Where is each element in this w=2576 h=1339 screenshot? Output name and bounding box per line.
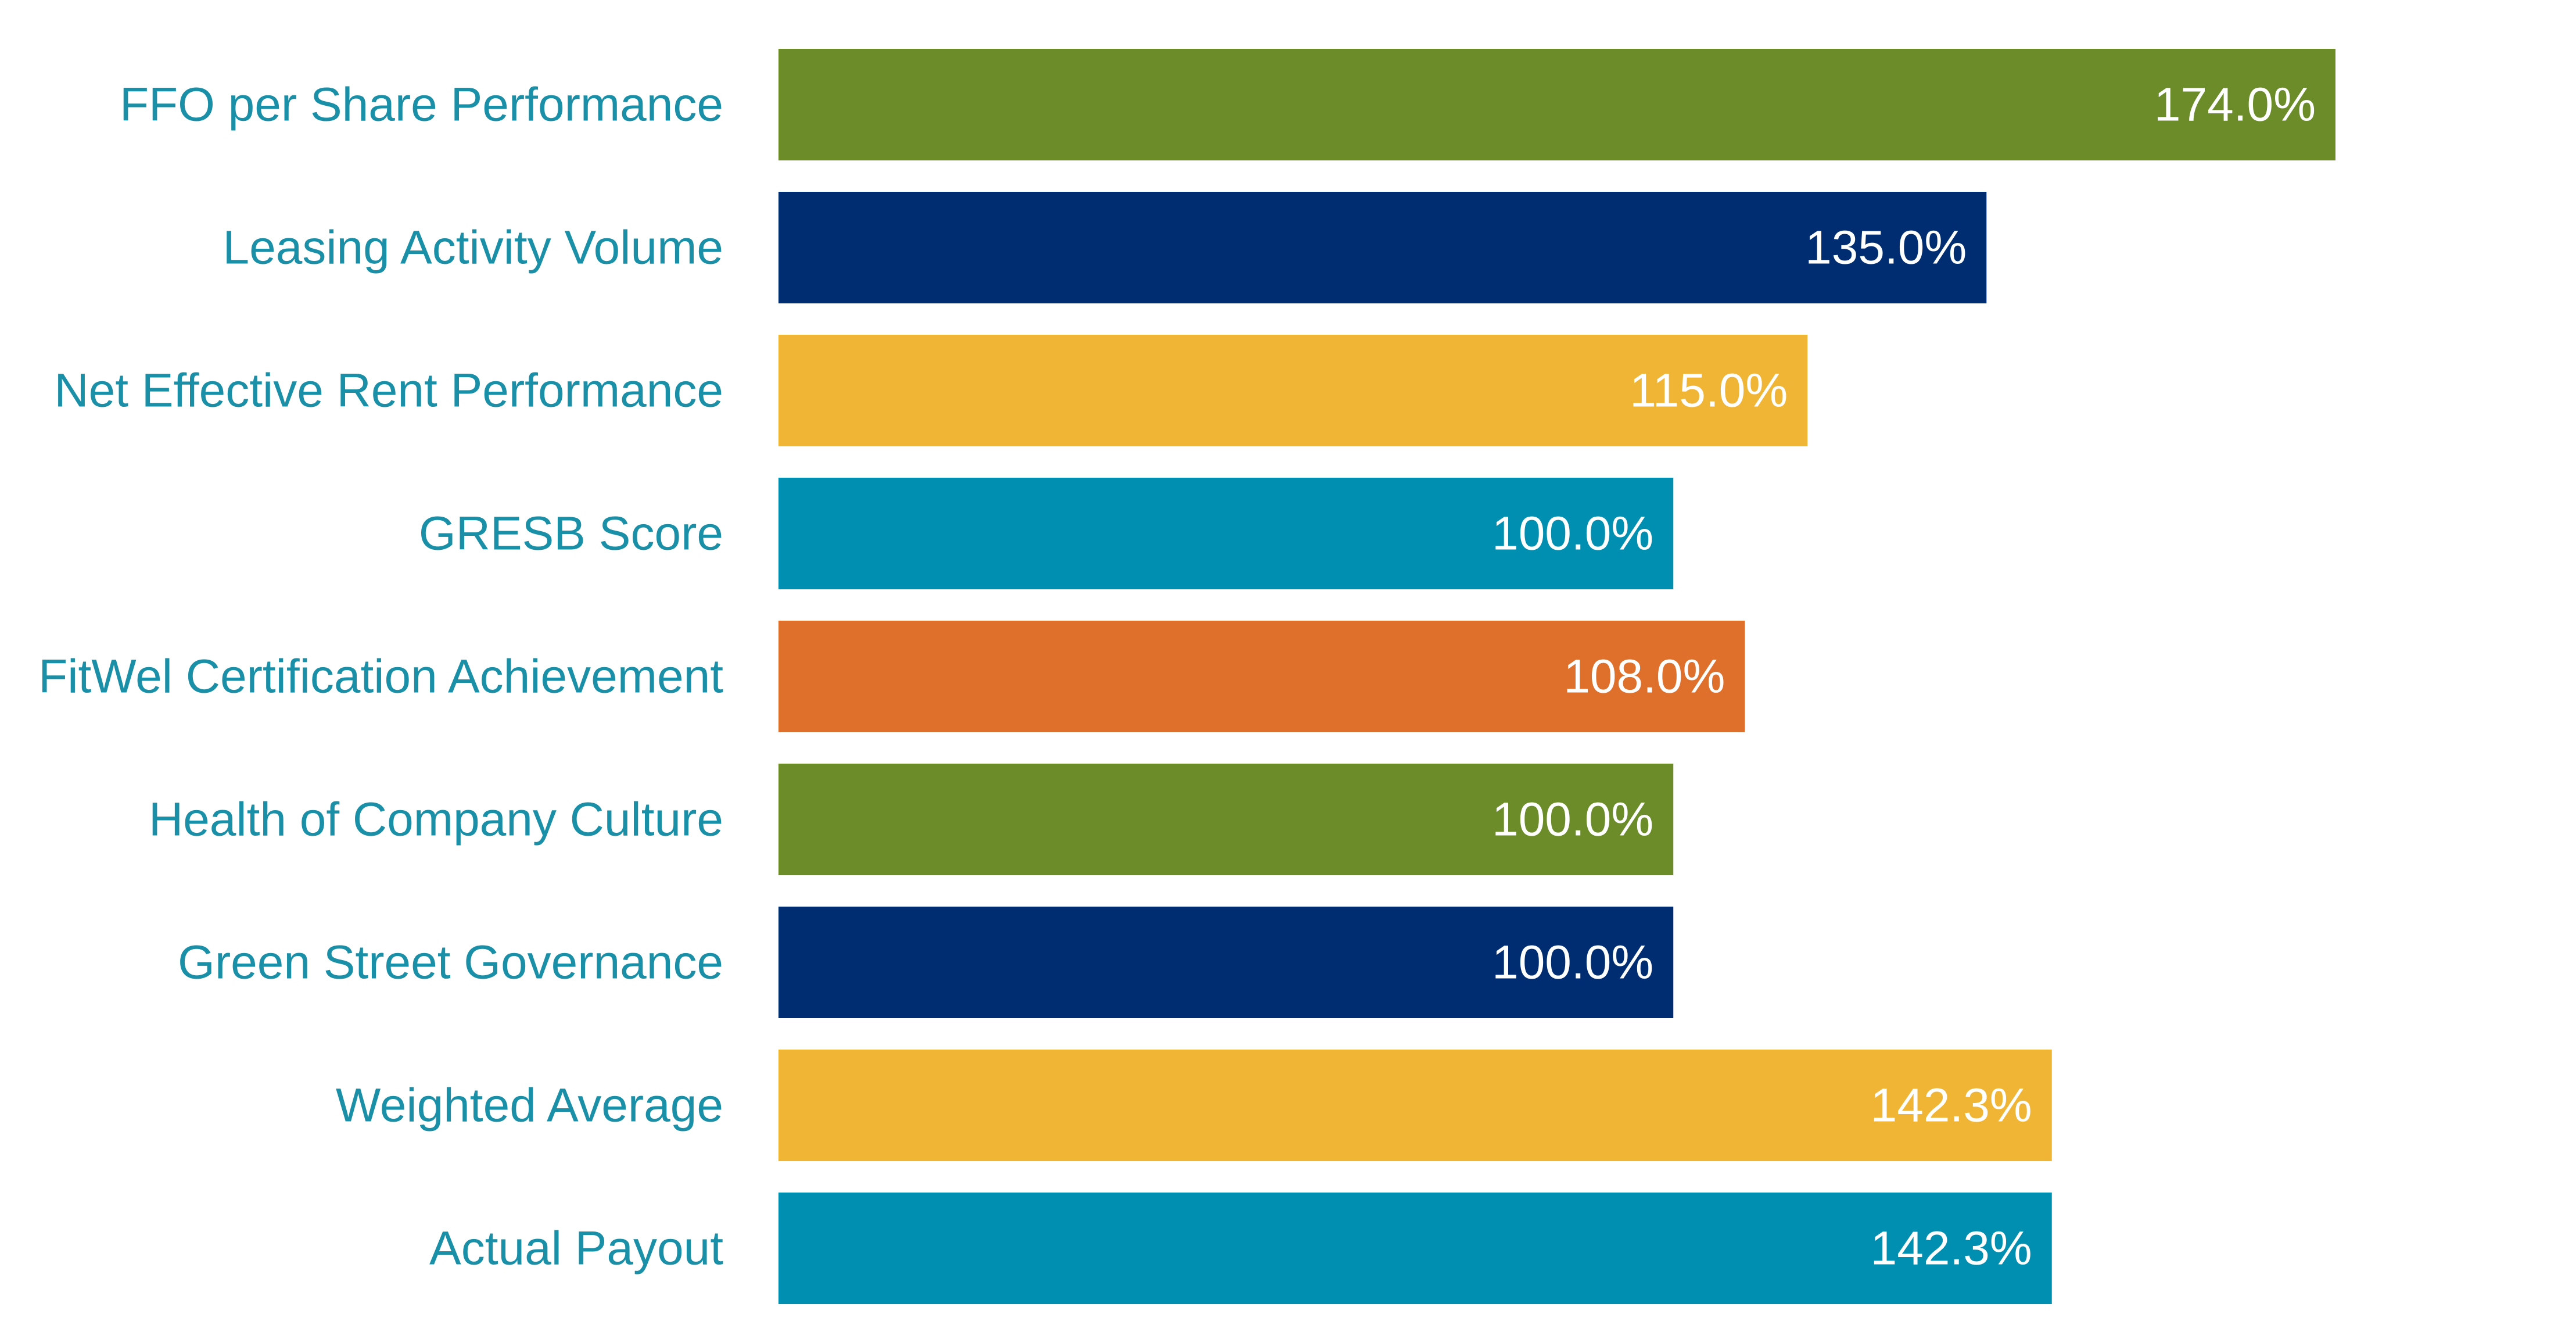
bar-leasing-activity-volume xyxy=(778,192,1987,303)
bar-gresb-score xyxy=(778,478,1674,589)
category-labels: FFO per Share Performance Leasing Activit… xyxy=(38,78,723,1275)
value-label-weighted-average: 142.3% xyxy=(1871,1079,2032,1132)
bar-fitwel-certification-achievement xyxy=(778,621,1745,732)
bar-weighted-average xyxy=(778,1050,2052,1161)
category-label-gresb-score: GRESB Score xyxy=(419,507,723,560)
bar-green-street-governance xyxy=(778,907,1674,1018)
category-label-green-street-governance: Green Street Governance xyxy=(178,936,723,989)
category-label-actual-payout: Actual Payout xyxy=(429,1222,723,1275)
category-label-health-of-company-culture: Health of Company Culture xyxy=(149,793,723,846)
category-label-leasing-activity-volume: Leasing Activity Volume xyxy=(223,221,723,274)
value-label-actual-payout: 142.3% xyxy=(1871,1222,2032,1275)
category-label-fitwel-certification-achievement: FitWel Certification Achievement xyxy=(38,650,723,703)
value-label-net-effective-rent-performance: 115.0% xyxy=(1630,364,1788,417)
value-label-ffo-per-share-performance: 174.0% xyxy=(2154,78,2316,131)
bar-health-of-company-culture xyxy=(778,764,1674,875)
category-label-ffo-per-share-performance: FFO per Share Performance xyxy=(120,78,723,131)
category-label-weighted-average: Weighted Average xyxy=(336,1079,723,1132)
bar-actual-payout xyxy=(778,1193,2052,1304)
value-label-health-of-company-culture: 100.0% xyxy=(1492,793,1653,846)
value-labels: 174.0% 135.0% 115.0% 100.0% 108.0% 100.0% 100.… xyxy=(1492,78,2316,1275)
value-label-fitwel-certification-achievement: 108.0% xyxy=(1563,650,1725,703)
value-label-leasing-activity-volume: 135.0% xyxy=(1805,221,1967,274)
bar-ffo-per-share-performance xyxy=(778,49,2335,160)
bar-net-effective-rent-performance xyxy=(778,335,1808,446)
value-label-gresb-score: 100.0% xyxy=(1492,507,1653,560)
value-label-green-street-governance: 100.0% xyxy=(1492,936,1653,989)
category-label-net-effective-rent-performance: Net Effective Rent Performance xyxy=(54,364,723,417)
bars-group xyxy=(778,49,2335,1304)
